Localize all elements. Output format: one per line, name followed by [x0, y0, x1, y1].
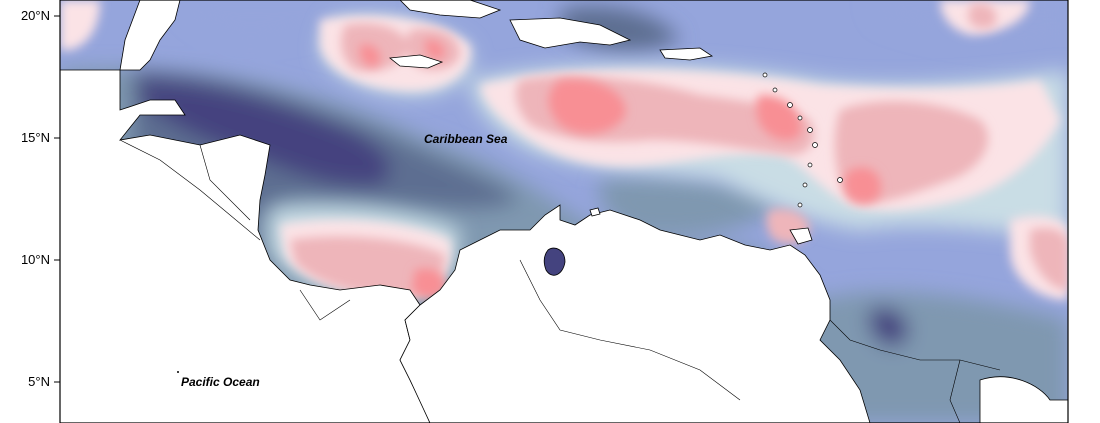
border-suriname: [949, 359, 961, 423]
tick-label-5n: 5°N: [28, 374, 50, 389]
lesser-antilles: [762, 72, 843, 208]
darkest-blue-band: [140, 80, 390, 186]
south-america-land: [399, 204, 871, 423]
red-core-central: [548, 79, 626, 134]
border-3: [299, 289, 351, 321]
border-1: [119, 139, 261, 241]
island-barbados: [837, 177, 843, 183]
yucatan-land: [119, 0, 181, 71]
slate-region-central: [599, 176, 780, 237]
island-8: [802, 182, 808, 188]
jamaica-land: [388, 54, 444, 69]
island-6: [812, 142, 818, 148]
pale-pink-northwest: [60, 0, 100, 50]
land: [59, 0, 1069, 423]
cuba-land: [399, 0, 502, 19]
hispaniola-land: [509, 17, 632, 49]
pink-east-edge: [1030, 228, 1068, 290]
pacific-island-dot: [177, 371, 179, 373]
pacific-ocean-label: Pacific Ocean: [181, 375, 260, 389]
borders: [119, 139, 1001, 423]
island-3: [787, 102, 793, 108]
blue-region-north: [180, 0, 380, 40]
pink-northeast: [968, 3, 997, 29]
border-colombia-venezuela: [519, 259, 741, 401]
lake-maracaibo: [543, 247, 566, 276]
tick-label-15n: 15°N: [21, 130, 50, 145]
island-4: [797, 115, 803, 121]
caribbean-sea-label: Caribbean Sea: [424, 132, 508, 146]
island-1: [762, 72, 768, 78]
red-core-southeast: [844, 167, 881, 204]
plot-frame: [59, 0, 1069, 423]
border-2: [199, 144, 251, 221]
lat-axis: 20°N 15°N 10°N 5°N: [21, 8, 60, 389]
trinidad-land: [789, 227, 813, 245]
puerto-rico-land: [659, 47, 714, 61]
darkest-blue-spot: [869, 308, 909, 346]
red-core-north: [359, 44, 381, 67]
pink-south: [290, 236, 445, 298]
tick-label-10n: 10°N: [21, 252, 50, 267]
red-core-north-2: [424, 39, 445, 60]
island-2: [772, 87, 778, 93]
island-7: [807, 162, 813, 168]
island-9: [797, 202, 803, 208]
abc-islands-land: [589, 207, 601, 217]
tick-label-20n: 20°N: [21, 8, 50, 23]
border-guyana: [829, 319, 1001, 371]
red-core-south: [412, 268, 446, 299]
island-5: [807, 127, 813, 133]
